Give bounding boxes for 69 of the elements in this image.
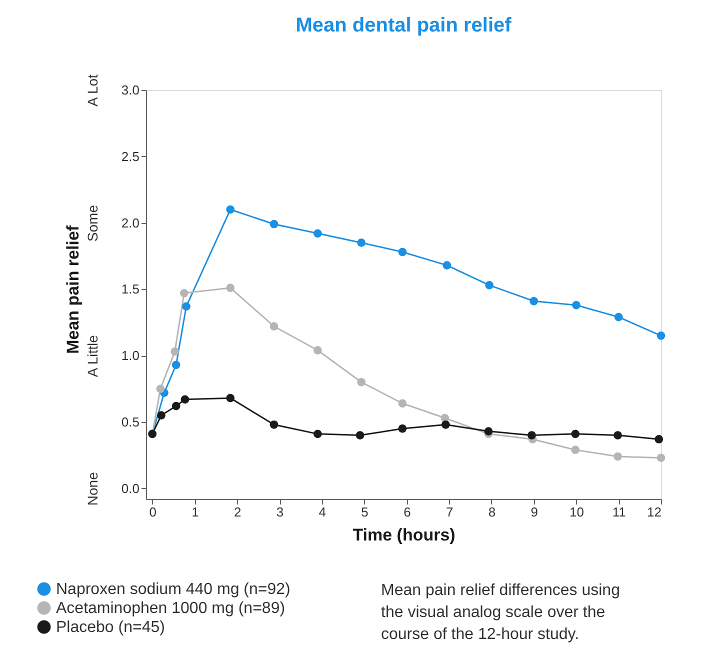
point (226, 284, 235, 292)
point (170, 347, 180, 356)
text: Mean pain relief differences using the visual analog scale over the course of the 12-hour study. (381, 582, 620, 643)
point (530, 296, 538, 306)
point (441, 420, 450, 429)
point (572, 300, 580, 310)
point (442, 261, 452, 270)
x-tick-label: 9 (530, 504, 538, 520)
y-tick-label: 2.0 (121, 215, 140, 230)
y-tick-label: 0.0 (121, 480, 140, 496)
x-tick-label: 1 (192, 504, 199, 520)
point (270, 322, 278, 331)
category-label: A Lot (84, 74, 100, 106)
x-tick-label: 6 (404, 504, 411, 520)
x-axis-title: Time (hours) (352, 526, 456, 544)
point (614, 452, 622, 461)
point (528, 431, 536, 440)
x-tick-label: 5 (361, 504, 368, 520)
point (313, 346, 322, 354)
point (485, 281, 494, 290)
x-tick-label: 8 (488, 504, 496, 520)
point (571, 446, 580, 454)
category-label: None (84, 472, 100, 506)
y-tick-label: 1.5 (121, 282, 140, 297)
point (270, 420, 278, 429)
y-tick-label: 3.0 (121, 82, 140, 98)
point (614, 312, 623, 322)
point (270, 220, 278, 228)
y-tick-label: 2.5 (121, 148, 140, 164)
category-label: Some (84, 205, 100, 242)
point (172, 360, 180, 370)
x-tick-label: 7 (446, 504, 454, 520)
x-tick-label: 10 (569, 504, 584, 520)
x-tick-label: 2 (234, 504, 242, 520)
x-tick-label: 11 (612, 504, 626, 520)
y-tick-label: 1.0 (121, 348, 140, 364)
point (180, 288, 188, 298)
x-tick-label: 12 (647, 504, 662, 520)
point (357, 238, 366, 247)
point (357, 378, 366, 386)
legend-label: Acetaminophen 1000 mg (n=89) (56, 600, 286, 617)
point (398, 248, 407, 256)
point (571, 430, 580, 438)
point (226, 394, 235, 402)
point (398, 424, 407, 433)
point (654, 435, 664, 444)
legend-label: Placebo (n=45) (56, 619, 165, 636)
point (313, 229, 322, 238)
point (656, 454, 666, 462)
point (182, 302, 190, 311)
x-tick-label: 4 (318, 504, 326, 520)
x-tick-label: 3 (276, 504, 284, 520)
point (156, 384, 165, 393)
y-axis-title: Mean pain relief (64, 225, 82, 354)
point (614, 431, 622, 440)
x-tick-label: 0 (149, 504, 156, 520)
point (180, 395, 190, 404)
category-label: A Little (84, 335, 100, 378)
y-tick-label: 0.5 (121, 414, 140, 430)
point (484, 427, 493, 436)
point (356, 431, 364, 440)
point (172, 402, 180, 410)
chart-title: Mean dental pain relief (296, 14, 512, 37)
point (157, 411, 166, 420)
point (313, 430, 322, 438)
point (226, 205, 235, 214)
point (398, 399, 407, 408)
legend-label: Naproxen sodium 440 mg (n=92) (56, 581, 290, 598)
point (656, 331, 666, 340)
